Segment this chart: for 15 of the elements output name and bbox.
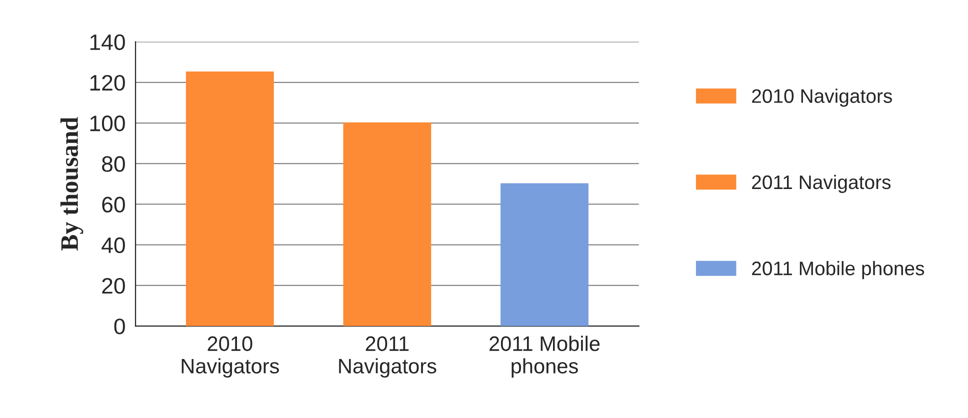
legend-label: 2011 Navigators bbox=[752, 174, 891, 193]
x-tick-label: 2011 Mobile phones bbox=[490, 336, 600, 378]
y-tick-label: 120 bbox=[90, 74, 125, 91]
legend-label: 2010 Navigators bbox=[752, 88, 892, 107]
x-tick-label: 2011 Navigators bbox=[339, 336, 436, 378]
y-tick-label: 20 bbox=[102, 278, 125, 294]
y-tick-label: 0 bbox=[114, 318, 125, 334]
y-tick-label: 100 bbox=[90, 116, 125, 132]
legend-label: 2011 Mobile phones bbox=[752, 261, 924, 280]
y-tick-label: 80 bbox=[102, 156, 125, 172]
y-tick-label: 140 bbox=[90, 34, 125, 50]
y-tick-label: 60 bbox=[102, 196, 125, 212]
y-axis-title: By thousand bbox=[60, 117, 84, 251]
y-tick-label: 40 bbox=[102, 237, 125, 254]
x-tick-label: 2010 Navigators bbox=[182, 336, 279, 378]
